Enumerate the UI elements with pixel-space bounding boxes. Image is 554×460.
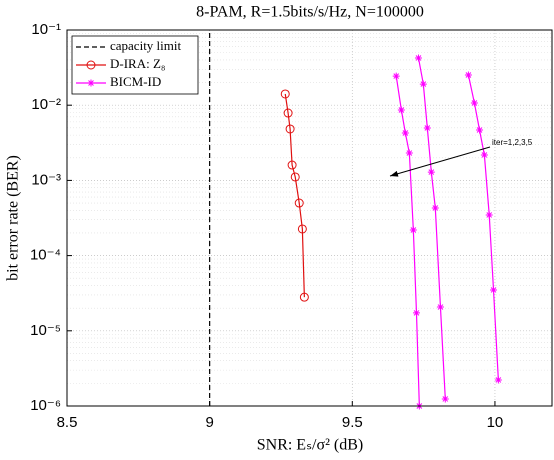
data-point <box>419 80 427 88</box>
data-point <box>414 54 422 62</box>
x-tick-label: 9 <box>205 414 213 431</box>
y-tick-label: 10⁻¹ <box>31 21 61 38</box>
legend-label: D-IRA: Z₈ <box>110 56 165 71</box>
data-point <box>287 160 297 170</box>
data-point <box>405 149 413 157</box>
data-point <box>476 126 484 134</box>
data-point <box>412 309 420 317</box>
data-point <box>480 151 488 159</box>
y-axis-label: bit error rate (BER) <box>5 155 22 281</box>
plot-area <box>209 30 502 410</box>
data-point <box>397 106 405 114</box>
y-tick-label: 10⁻⁶ <box>30 397 61 414</box>
x-axis-label: SNR: Eₛ/σ² (dB) <box>257 437 364 454</box>
legend: capacity limit D-IRA: Z₈ BICM-ID <box>71 35 199 95</box>
data-point <box>464 71 472 79</box>
data-point <box>294 198 304 208</box>
data-point <box>431 204 439 212</box>
y-tick-label: 10⁻³ <box>31 171 61 188</box>
data-point <box>494 376 502 384</box>
data-point <box>280 89 290 99</box>
plot-frame <box>66 29 553 407</box>
data-point <box>297 224 307 234</box>
data-point <box>436 303 444 311</box>
data-point <box>86 60 96 70</box>
data-point <box>290 172 300 182</box>
x-tick-label: 10 <box>487 414 504 431</box>
data-point <box>427 168 435 176</box>
data-point <box>485 211 493 219</box>
series-line <box>284 93 305 298</box>
data-point <box>470 99 478 107</box>
x-tick-label: 8.5 <box>57 414 78 431</box>
y-tick-label: 10⁻⁴ <box>30 247 61 264</box>
y-tick-label: 10⁻² <box>31 96 61 113</box>
chart-title: 8-PAM, R=1.5bits/s/Hz, N=100000 <box>196 4 424 21</box>
data-point <box>423 124 431 132</box>
data-point <box>299 292 309 302</box>
y-tick-label: 10⁻⁵ <box>30 322 61 339</box>
annotation: iter=1,2,3,5 <box>492 138 533 147</box>
data-point <box>401 129 409 137</box>
data-point <box>283 108 293 118</box>
data-point <box>87 79 95 87</box>
legend-label: BICM-ID <box>110 74 161 89</box>
data-point <box>392 72 400 80</box>
data-point <box>490 286 498 294</box>
data-point <box>285 124 295 134</box>
data-point <box>409 226 417 234</box>
data-point <box>441 395 449 403</box>
annotation-arrow <box>389 146 491 177</box>
x-tick-label: 9.5 <box>342 414 363 431</box>
legend-label: capacity limit <box>110 38 182 53</box>
